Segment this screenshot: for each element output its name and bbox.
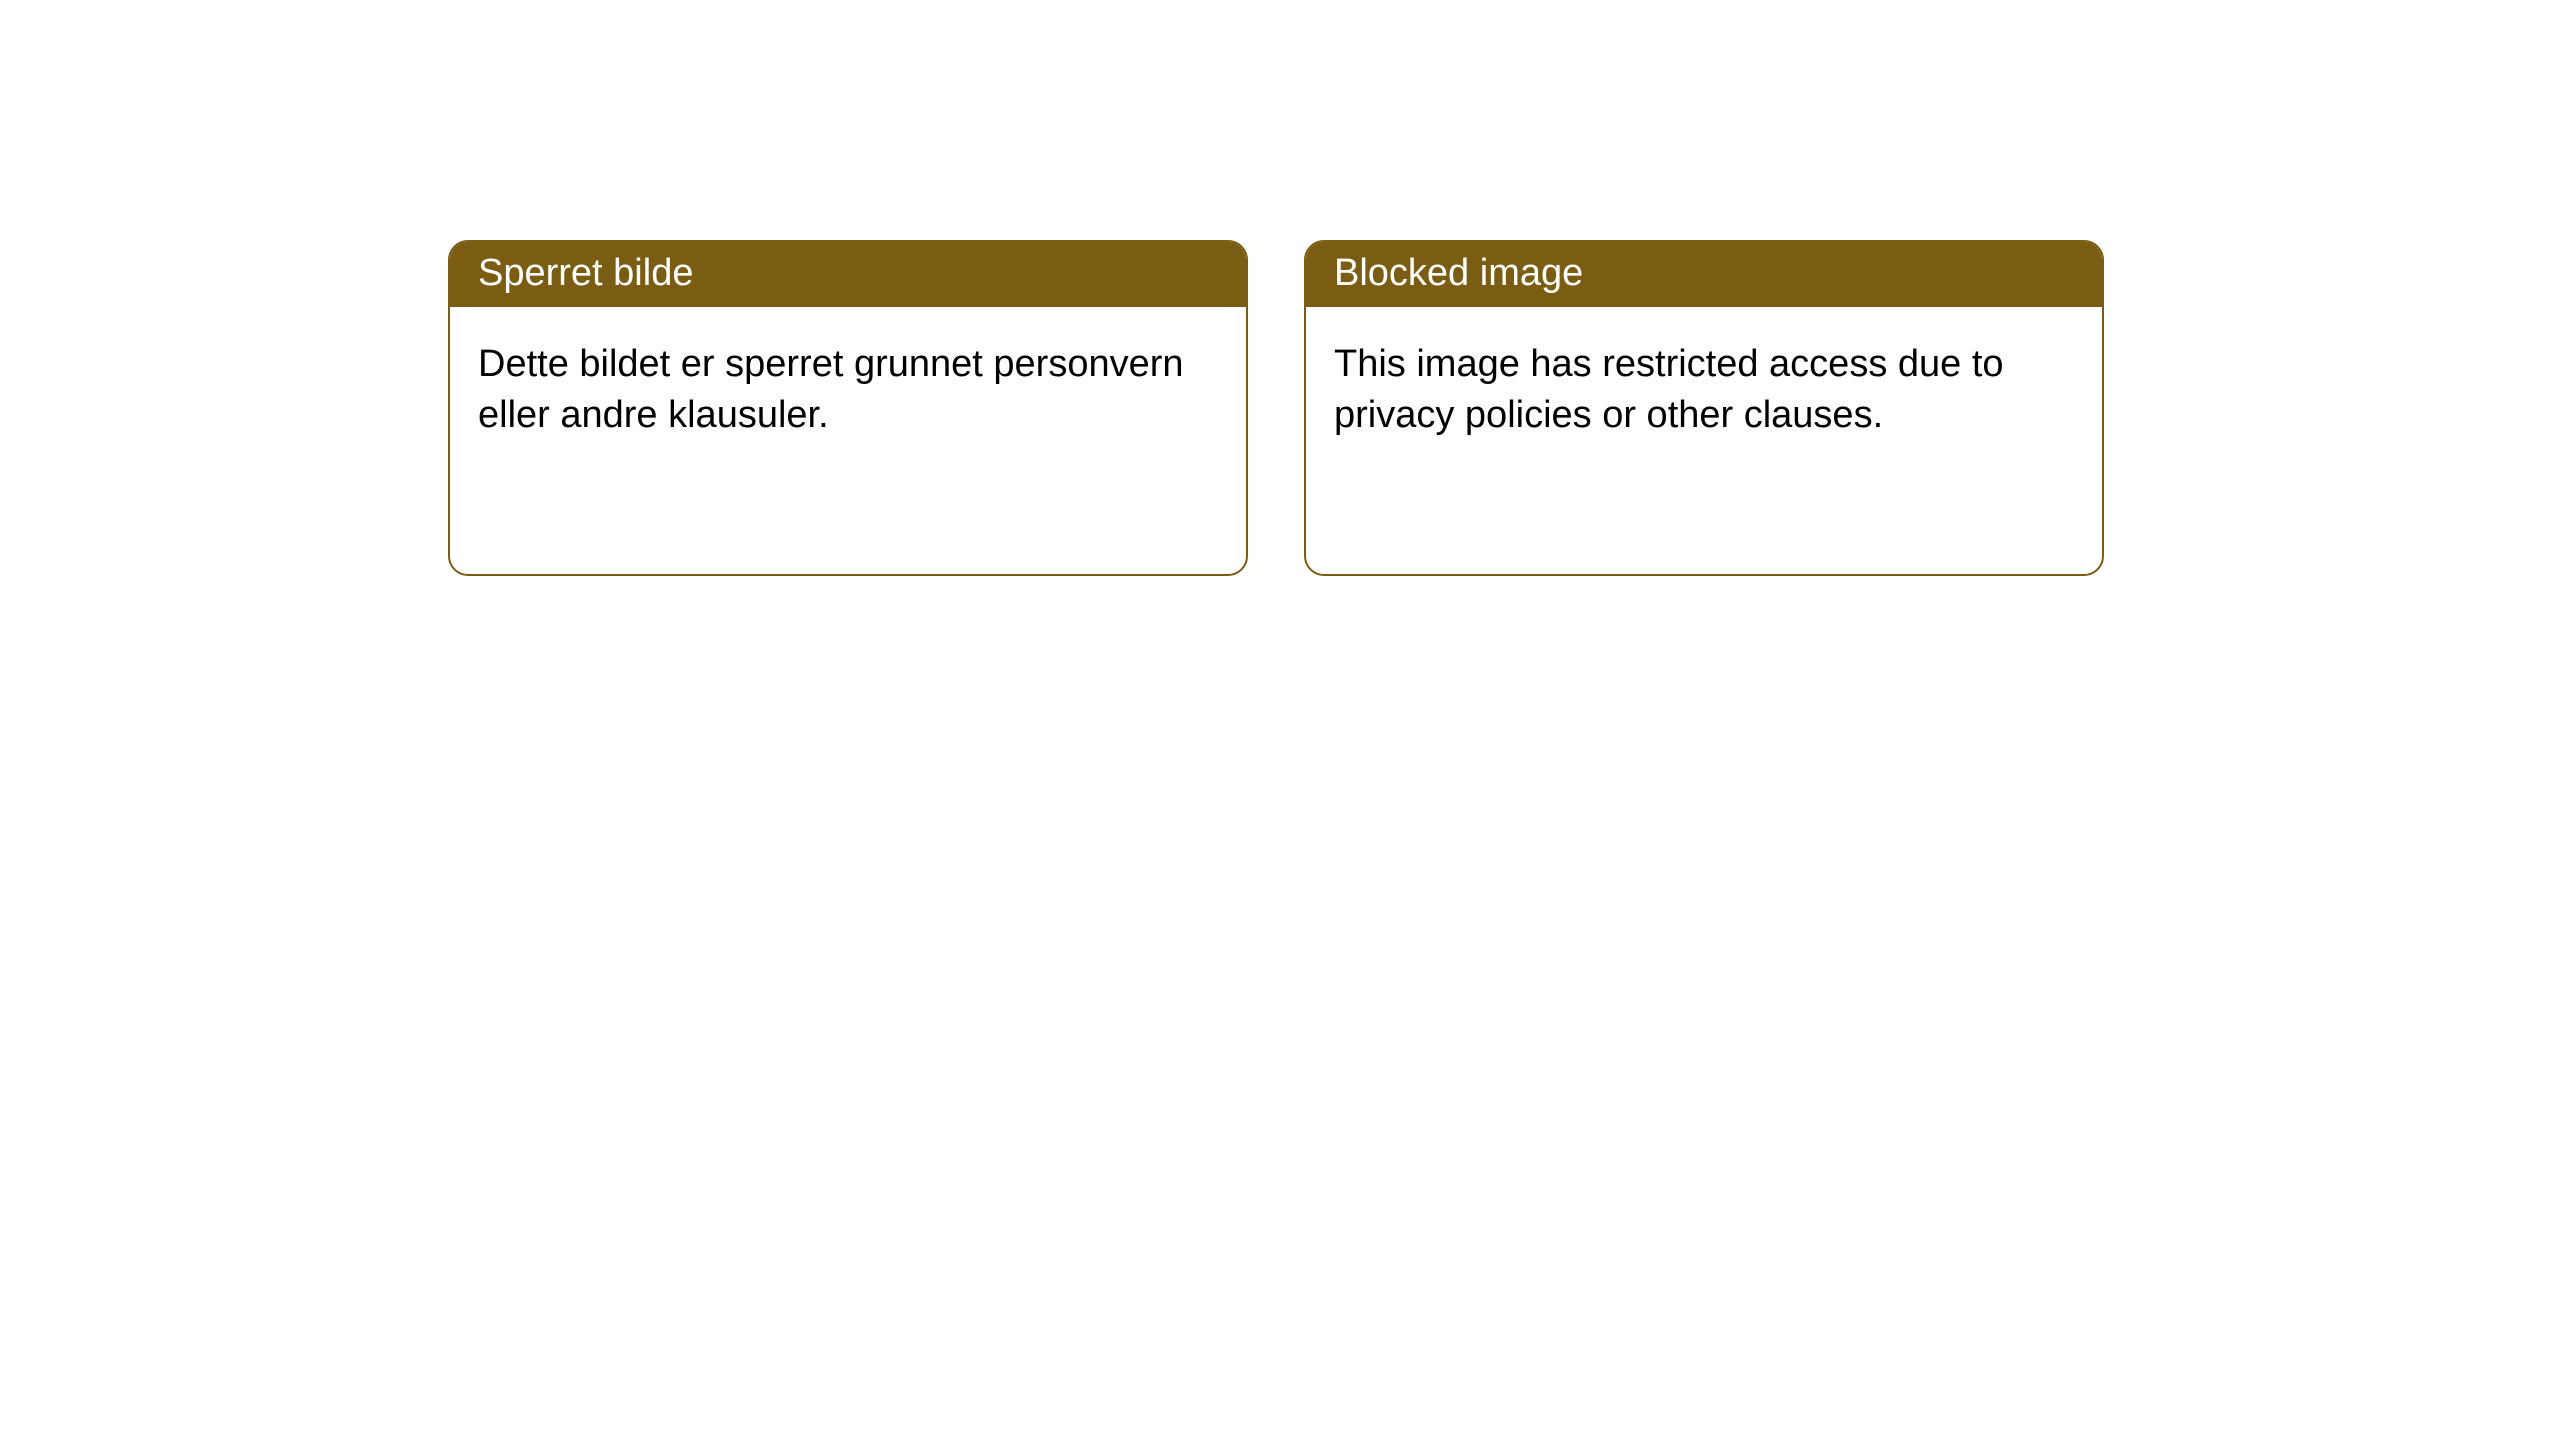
card-body-no: Dette bildet er sperret grunnet personve…: [450, 307, 1246, 474]
card-body-en: This image has restricted access due to …: [1306, 307, 2102, 474]
card-header-no: Sperret bilde: [450, 242, 1246, 307]
card-header-en: Blocked image: [1306, 242, 2102, 307]
blocked-image-card-no: Sperret bilde Dette bildet er sperret gr…: [448, 240, 1248, 576]
blocked-image-card-en: Blocked image This image has restricted …: [1304, 240, 2104, 576]
cards-container: Sperret bilde Dette bildet er sperret gr…: [0, 0, 2560, 576]
